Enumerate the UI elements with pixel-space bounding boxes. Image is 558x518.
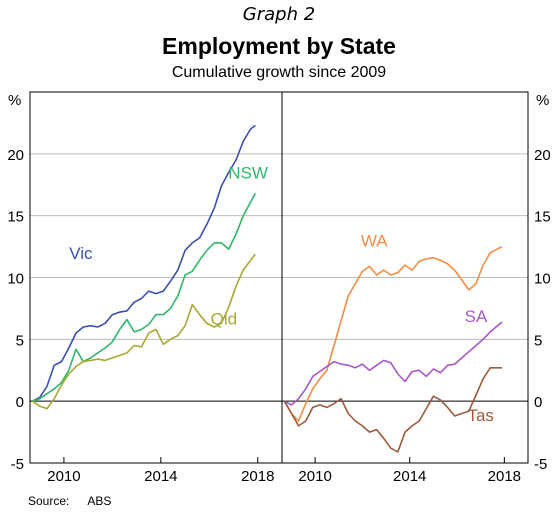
x-tick-label: 2018	[488, 468, 521, 485]
y-unit-right: %	[536, 92, 549, 109]
series-line-tas	[283, 367, 502, 453]
series-label-wa: WA	[361, 232, 388, 251]
series-line-sa	[284, 321, 503, 406]
y-unit-left: %	[8, 92, 21, 109]
series-label-tas: Tas	[467, 406, 493, 425]
series-line-wa	[283, 245, 503, 422]
chart-subtitle: Cumulative growth since 2009	[171, 64, 387, 81]
x-tick-label: 2010	[298, 468, 331, 485]
y-tick-label-left: 5	[16, 332, 24, 349]
chart-text: -5 -5 0 0 5 5 10 10 15 15 20 20% % 2010 2014 2018 2010 20…	[7, 92, 550, 485]
y-tick-label-right: 5	[534, 332, 542, 349]
y-tick-label-right: -5	[534, 456, 547, 473]
y-tick-label-right: 20	[534, 147, 551, 164]
gridlines	[30, 153, 528, 402]
source-label: Source:	[28, 494, 70, 508]
x-tick-label: 2018	[241, 468, 274, 485]
chart-frame	[29, 91, 529, 464]
series-line-vic	[32, 124, 256, 402]
source-value: ABS	[87, 494, 112, 508]
y-tick-label-left: 10	[7, 271, 24, 288]
series-label-qld: Qld	[211, 309, 237, 328]
source-note: Source: ABS	[28, 494, 111, 508]
series-lines	[31, 124, 503, 453]
plot-border	[29, 91, 529, 464]
y-tick-label-left: 20	[7, 147, 24, 164]
series-label-nsw: NSW	[228, 164, 268, 183]
series-label-vic: Vic	[69, 244, 93, 263]
y-tick-label-left: 0	[16, 394, 24, 411]
series-line-qld	[31, 253, 256, 410]
x-tick-label: 2014	[144, 468, 177, 485]
series-line-nsw	[32, 193, 257, 402]
y-tick-label-left: 15	[7, 209, 24, 226]
chart-title: Employment by State	[162, 33, 396, 59]
x-tick-label: 2010	[47, 468, 80, 485]
x-tick-label: 2014	[393, 468, 426, 485]
y-tick-label-right: 15	[534, 209, 551, 226]
y-tick-label-left: -5	[11, 456, 24, 473]
graph-number: Graph 2	[242, 4, 316, 25]
series-label-sa: SA	[465, 307, 488, 326]
y-tick-label-right: 0	[534, 394, 542, 411]
y-tick-label-right: 10	[534, 271, 551, 288]
